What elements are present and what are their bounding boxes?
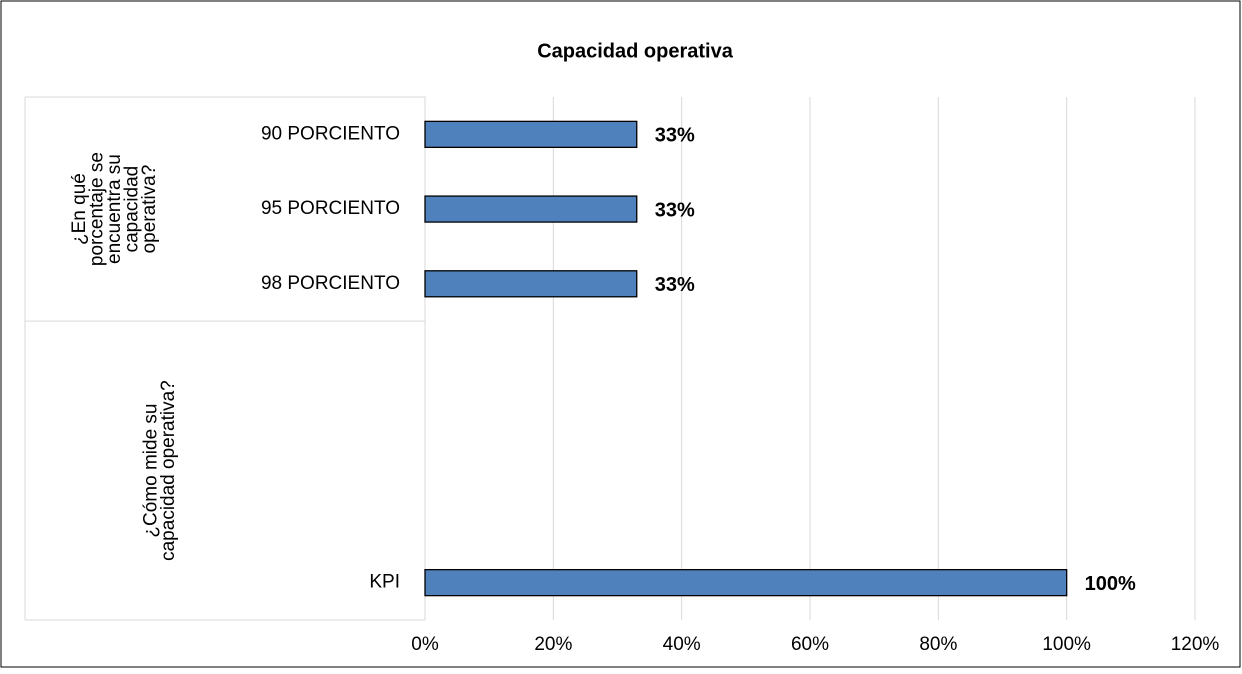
group-label-line: operativa? [139, 165, 160, 254]
y-tick-label: KPI [369, 572, 400, 593]
x-tick-label: 0% [411, 634, 439, 655]
y-tick-label: 95 PORCIENTO [261, 198, 400, 219]
data-label: 33% [655, 125, 695, 147]
y-tick-label: 90 PORCIENTO [261, 123, 400, 144]
group-label: ¿En quéporcentaje seencuentra sucapacida… [69, 152, 160, 266]
group-label-line: capacidad operativa? [158, 380, 179, 561]
bar [424, 120, 638, 149]
y-tick-label: 98 PORCIENTO [261, 273, 400, 294]
group-label: ¿Cómo mide sucapacidad operativa? [140, 380, 179, 561]
group-label-line: encuentra su [104, 154, 125, 264]
group-label-line: ¿Cómo mide su [140, 404, 161, 538]
x-tick-label: 100% [1042, 634, 1091, 655]
bar [424, 270, 638, 298]
x-tick-label: 40% [663, 634, 701, 655]
chart-title: Capacidad operativa [537, 40, 734, 62]
bar [424, 195, 638, 223]
group-label-line: capacidad [122, 166, 143, 253]
group-label-line: ¿En qué [69, 173, 90, 245]
bar [424, 568, 1068, 597]
x-tick-label: 120% [1171, 634, 1220, 655]
x-tick-label: 20% [534, 634, 572, 655]
group-label-line: porcentaje se [87, 152, 108, 266]
data-label: 33% [655, 199, 695, 221]
x-tick-label: 60% [791, 634, 829, 655]
x-tick-label: 80% [919, 634, 957, 655]
data-label: 33% [655, 274, 695, 296]
data-label: 100% [1085, 573, 1136, 595]
